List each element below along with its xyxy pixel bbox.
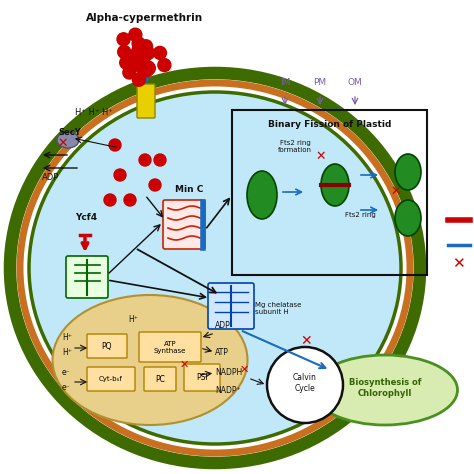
FancyBboxPatch shape xyxy=(87,334,127,358)
Circle shape xyxy=(142,62,155,75)
Text: Fts2 ring
formation: Fts2 ring formation xyxy=(278,140,312,154)
Text: ✕: ✕ xyxy=(300,334,311,348)
Text: Mg chelatase
subunit H: Mg chelatase subunit H xyxy=(255,301,301,315)
FancyBboxPatch shape xyxy=(208,283,254,329)
Text: SecY: SecY xyxy=(58,128,81,137)
Circle shape xyxy=(120,56,133,69)
Circle shape xyxy=(124,194,136,206)
Circle shape xyxy=(132,37,145,50)
Circle shape xyxy=(149,179,161,191)
Ellipse shape xyxy=(395,154,421,190)
Circle shape xyxy=(118,46,131,58)
Text: e⁻: e⁻ xyxy=(62,368,71,377)
Text: H⁺: H⁺ xyxy=(62,348,72,357)
Circle shape xyxy=(140,64,154,77)
Circle shape xyxy=(267,347,343,423)
FancyBboxPatch shape xyxy=(139,332,201,362)
Circle shape xyxy=(133,40,146,53)
FancyBboxPatch shape xyxy=(163,200,205,249)
Text: Biosynthesis of
Chlorophyll: Biosynthesis of Chlorophyll xyxy=(349,378,421,398)
Text: PSI: PSI xyxy=(196,373,208,382)
Circle shape xyxy=(137,48,149,62)
Ellipse shape xyxy=(29,92,401,444)
Circle shape xyxy=(132,73,146,86)
Text: e⁻: e⁻ xyxy=(62,383,71,392)
FancyBboxPatch shape xyxy=(184,364,220,391)
Text: NADP⁺: NADP⁺ xyxy=(215,386,241,395)
Text: ADP: ADP xyxy=(42,173,59,182)
Text: Calvin
Cycle: Calvin Cycle xyxy=(293,374,317,392)
Text: IM: IM xyxy=(280,78,290,87)
Circle shape xyxy=(139,154,151,166)
Bar xyxy=(232,110,427,275)
Text: H⁺: H⁺ xyxy=(62,333,72,342)
Circle shape xyxy=(137,50,150,63)
Circle shape xyxy=(139,48,152,61)
Text: PQ: PQ xyxy=(102,341,112,350)
Ellipse shape xyxy=(312,355,457,425)
Text: H⁺: H⁺ xyxy=(128,315,138,324)
Ellipse shape xyxy=(247,171,277,219)
Circle shape xyxy=(139,40,153,53)
Text: ✕: ✕ xyxy=(180,360,190,370)
FancyBboxPatch shape xyxy=(87,367,135,391)
Circle shape xyxy=(154,154,166,166)
Text: ✕: ✕ xyxy=(390,185,401,198)
Circle shape xyxy=(154,46,166,59)
Circle shape xyxy=(109,139,121,151)
Text: H⁺ H⁺ H⁺: H⁺ H⁺ H⁺ xyxy=(75,108,113,117)
Circle shape xyxy=(117,33,130,46)
Text: Min C: Min C xyxy=(175,185,203,194)
FancyBboxPatch shape xyxy=(137,84,155,118)
FancyBboxPatch shape xyxy=(66,256,108,298)
Circle shape xyxy=(158,59,171,72)
Text: ✕: ✕ xyxy=(452,256,465,271)
Text: NADPH: NADPH xyxy=(215,368,242,377)
Text: ATP: ATP xyxy=(215,348,229,357)
Text: ADP: ADP xyxy=(215,321,231,330)
Circle shape xyxy=(129,58,142,71)
Text: Fts2 ring: Fts2 ring xyxy=(345,212,375,218)
Text: Alpha-cypermethrin: Alpha-cypermethrin xyxy=(86,13,203,23)
Circle shape xyxy=(142,46,155,59)
Text: ✕: ✕ xyxy=(315,150,326,163)
Text: PC: PC xyxy=(155,374,165,383)
Circle shape xyxy=(141,61,155,74)
Ellipse shape xyxy=(321,164,349,206)
Ellipse shape xyxy=(57,132,79,148)
Circle shape xyxy=(132,45,145,58)
Text: ✕: ✕ xyxy=(240,365,249,375)
Text: ✕: ✕ xyxy=(57,137,67,150)
Circle shape xyxy=(114,169,126,181)
Text: OM: OM xyxy=(347,78,363,87)
FancyBboxPatch shape xyxy=(144,367,176,391)
Circle shape xyxy=(129,51,142,64)
Text: Cyt-b₆f: Cyt-b₆f xyxy=(99,376,123,382)
Text: Ycf4: Ycf4 xyxy=(75,213,97,222)
Ellipse shape xyxy=(53,295,247,425)
Text: ATP
Synthase: ATP Synthase xyxy=(154,340,186,354)
Text: Binary Fission of Plastid: Binary Fission of Plastid xyxy=(268,119,391,128)
Ellipse shape xyxy=(395,200,421,236)
Circle shape xyxy=(137,63,150,75)
Circle shape xyxy=(123,66,136,79)
Circle shape xyxy=(129,28,142,41)
Text: PM: PM xyxy=(313,78,327,87)
Circle shape xyxy=(104,194,116,206)
